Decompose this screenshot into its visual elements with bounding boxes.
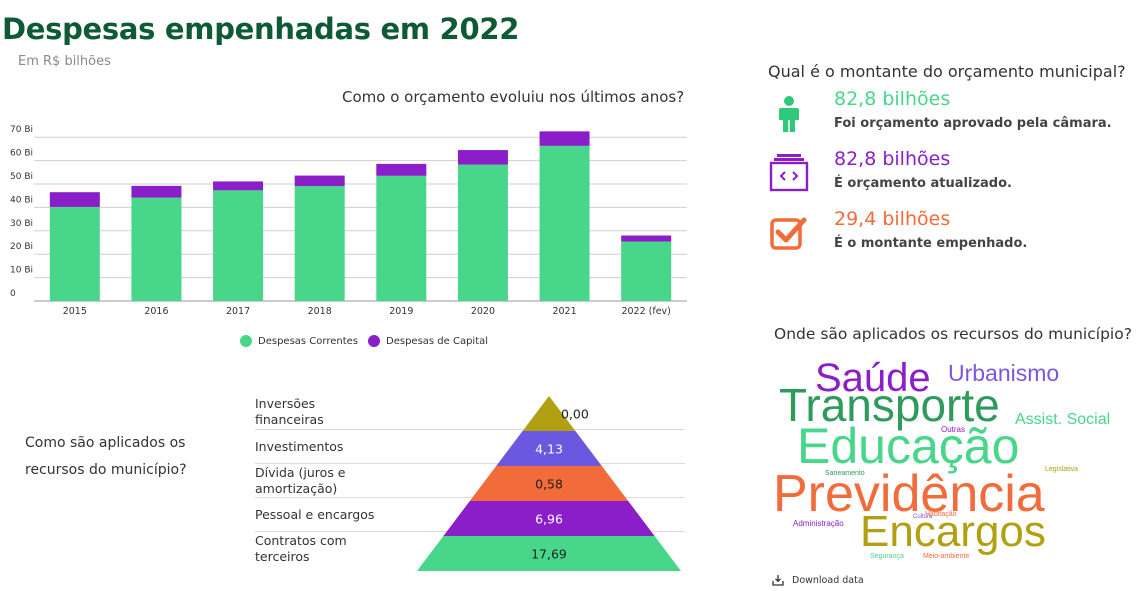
budget-stat-desc: Foi orçamento aprovado pela câmara. (834, 116, 1112, 131)
bar-correntes[interactable] (376, 175, 427, 301)
budget-stat-committed: 29,4 bilhões É o montante empenhado. (768, 208, 1128, 260)
wordcloud: Saúde Urbanismo Transporte Assist. Socia… (765, 350, 1135, 570)
bar-capital[interactable] (457, 150, 508, 165)
word-encargos: Encargos (860, 507, 1046, 556)
pyramid-value-label: 6,96 (535, 512, 563, 527)
word-legislativa: Legislativa (1045, 466, 1079, 473)
pyramid-segment[interactable] (522, 396, 576, 431)
pyramid-row: Inversões financeiras (255, 395, 685, 429)
y-tick-label: 40 Bi (10, 195, 33, 205)
pyramid-value-label: 17,69 (531, 547, 567, 562)
page-subtitle: Em R$ bilhões (18, 54, 111, 69)
bar-correntes[interactable] (457, 164, 508, 301)
word-educacao: Educação (797, 418, 1020, 474)
legend-dot-capital (368, 335, 380, 347)
budget-stat-desc: É o montante empenhado. (834, 236, 1028, 251)
pyramid-question: Como são aplicados os recursos do municí… (25, 435, 187, 478)
bar-capital[interactable] (621, 235, 672, 242)
x-tick-label: 2017 (226, 306, 250, 317)
bar-chart-legend: Despesas Correntes Despesas de Capital (240, 335, 498, 347)
download-label: Download data (792, 574, 864, 586)
word-saude: Saúde (815, 356, 931, 400)
word-cultura: Cultura (913, 514, 933, 520)
y-tick-label: 20 Bi (10, 242, 33, 252)
pyramid-row-label: Dívida (juros e amortização) (255, 464, 346, 496)
pyramid-row-label: Pessoal e encargos (255, 506, 375, 522)
download-icon (772, 575, 784, 586)
page-title: Despesas empenhadas em 2022 (2, 12, 520, 46)
budget-stat-updated: 82,8 bilhões É orçamento atualizado. (768, 148, 1128, 200)
word-urbanismo: Urbanismo (948, 360, 1060, 386)
x-tick-label: 2015 (63, 306, 87, 317)
legend-item-capital[interactable]: Despesas de Capital (368, 335, 488, 347)
y-tick-label: 10 Bi (10, 266, 33, 276)
word-habitacao: Habitação (925, 511, 957, 518)
download-data-link[interactable]: Download data (772, 574, 864, 586)
x-tick-label: 2020 (471, 306, 495, 317)
pyramid-value-label: 4,13 (535, 442, 563, 457)
x-tick-label: 2018 (308, 306, 332, 317)
word-assist-social: Assist. Social (1015, 411, 1111, 428)
bar-correntes[interactable] (294, 186, 345, 301)
budget-stat-approved: 82,8 bilhões Foi orçamento aprovado pela… (768, 88, 1128, 140)
legend-item-correntes[interactable]: Despesas Correntes (240, 335, 358, 347)
person-icon (779, 96, 799, 132)
budget-stat-desc: É orçamento atualizado. (834, 176, 1012, 191)
y-tick-label: 0 (10, 289, 16, 299)
pyramid-row: Pessoal e encargos (255, 497, 685, 531)
pyramid-label-table: Inversões financeiras Investimentos Dívi… (255, 395, 685, 565)
bar-correntes[interactable] (49, 206, 100, 301)
budget-stat-value: 29,4 bilhões (834, 208, 951, 230)
y-tick-label: 50 Bi (10, 172, 33, 182)
pyramid-segment[interactable] (443, 501, 655, 536)
y-tick-label: 70 Bi (10, 125, 33, 135)
bar-correntes[interactable] (131, 197, 182, 301)
x-tick-label: 2021 (552, 306, 576, 317)
word-outras: Outras (941, 425, 966, 434)
y-tick-label: 60 Bi (10, 149, 33, 159)
y-tick-label: 30 Bi (10, 219, 33, 229)
word-seguranca: Segurança (870, 553, 904, 560)
pyramid-value-label: 0,58 (535, 477, 563, 492)
bar-capital[interactable] (49, 192, 100, 207)
legend-dot-correntes (240, 335, 252, 347)
pyramid-segment[interactable] (496, 431, 602, 466)
pyramid-value-label: 0,00 (561, 407, 589, 422)
bar-chart: 0 10 Bi 20 Bi 30 Bi 40 Bi 50 Bi 60 Bi 70 Bi 2015… (10, 125, 687, 317)
word-saneamento: Saneamento (825, 470, 865, 477)
wordcloud-title: Onde são aplicados os recursos do municí… (774, 325, 1132, 343)
pyramid-segment[interactable] (469, 466, 629, 501)
budget-stat-value: 82,8 bilhões (834, 148, 951, 170)
legend-label-capital: Despesas de Capital (386, 335, 489, 347)
pyramid-row: Investimentos (255, 429, 685, 463)
budget-stat-value: 82,8 bilhões (834, 88, 951, 110)
bar-capital[interactable] (539, 131, 590, 146)
bar-capital[interactable] (376, 163, 427, 176)
legend-label-correntes: Despesas Correntes (258, 335, 358, 347)
pyramid-segment[interactable] (417, 536, 681, 571)
bar-capital[interactable] (131, 185, 182, 198)
x-tick-label: 2022 (fev) (621, 306, 670, 317)
bar-correntes[interactable] (213, 190, 264, 301)
bar-correntes[interactable] (621, 241, 672, 301)
checkbox-icon (770, 217, 807, 250)
pyramid-row-label: Contratos com terceiros (255, 532, 347, 564)
bar-chart-title: Como o orçamento evoluiu nos últimos ano… (342, 88, 685, 106)
pyramid-chart: 0,00 4,13 0,58 6,96 17,69 (417, 396, 681, 571)
code-window-icon (769, 154, 809, 192)
pyramid-row-label: Inversões financeiras (255, 396, 324, 427)
bar-correntes[interactable] (539, 145, 590, 301)
budget-title: Qual é o montante do orçamento municipal… (768, 62, 1126, 81)
word-transporte: Transporte (779, 379, 1000, 431)
bar-capital[interactable] (294, 175, 345, 187)
pyramid-row: Dívida (juros e amortização) (255, 463, 685, 497)
pyramid-row-label: Investimentos (255, 438, 344, 454)
x-tick-label: 2016 (144, 306, 168, 317)
word-administracao: Administração (793, 519, 844, 528)
word-previdencia: Previdência (773, 465, 1045, 523)
x-tick-label: 2019 (389, 306, 413, 317)
word-meio-ambiente: Meio-ambiente (923, 553, 970, 560)
bar-capital[interactable] (213, 181, 264, 191)
